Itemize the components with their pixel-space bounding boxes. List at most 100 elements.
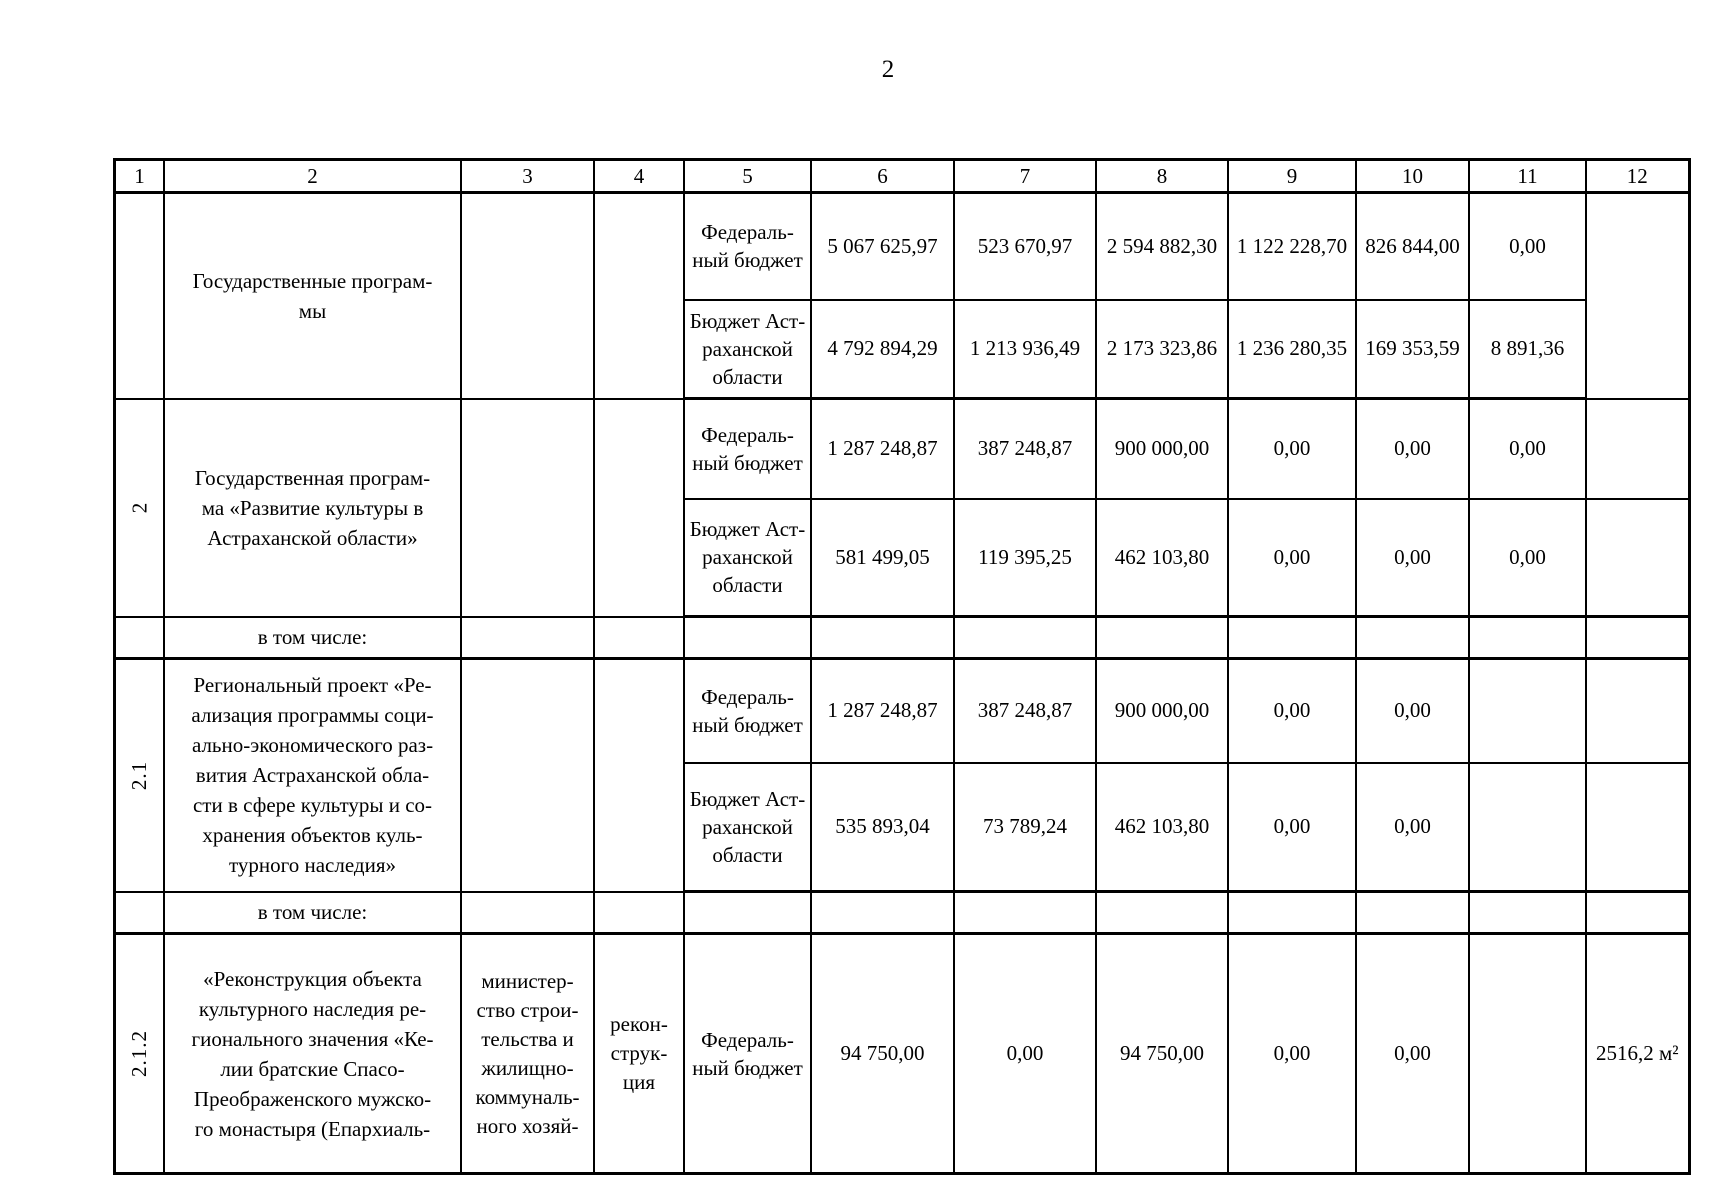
empty-cell — [1468, 932, 1587, 1175]
budget-type-cell: Федераль- ный бюджет — [683, 932, 812, 1175]
empty-cell — [1355, 890, 1470, 935]
amount-cell: 0,00 — [1355, 397, 1470, 500]
amount-cell: 1 287 248,87 — [810, 397, 955, 500]
empty-cell — [1585, 657, 1690, 764]
budget-table: 1 2 3 4 5 6 7 8 9 10 11 12 Государственн… — [113, 158, 1691, 1175]
page-number: 2 — [881, 56, 895, 83]
state-programs-regional-row: Бюджет Аст- раханской области 4 792 894,… — [115, 298, 1690, 400]
amount-cell: 1 213 936,49 — [953, 298, 1097, 400]
empty-cell — [1585, 497, 1690, 618]
empty-cell — [593, 397, 685, 618]
empty-cell — [683, 890, 812, 935]
amount-cell: 0,00 — [1355, 657, 1470, 764]
budget-type-cell: Бюджет Аст- раханской области — [683, 298, 812, 400]
budget-type-cell: Федераль- ный бюджет — [683, 397, 812, 500]
object-2-1-2-name-cell: «Реконструкция объекта культурного насле… — [163, 932, 462, 1175]
object-2-1-2-row: 2.1.2 «Реконструкция объекта культурного… — [113, 932, 1690, 1175]
budget-type-cell: Бюджет Аст- раханской области — [683, 761, 812, 893]
empty-cell — [1227, 615, 1357, 660]
col-header-10: 10 — [1355, 158, 1470, 194]
empty-cell — [1468, 657, 1587, 764]
empty-cell — [1585, 890, 1690, 935]
col-header-8: 8 — [1095, 158, 1229, 194]
state-programs-name-cell: Государственные програм- мы — [163, 191, 462, 400]
program-2-federal-row: 2 Государственная програм- ма «Развитие … — [113, 397, 1690, 618]
budget-type-cell: Бюджет Аст- раханской области — [683, 497, 812, 618]
empty-cell — [953, 615, 1097, 660]
empty-cell — [1355, 615, 1470, 660]
empty-cell — [593, 615, 685, 660]
amount-cell: 0,00 — [1468, 397, 1587, 500]
amount-cell: 94 750,00 — [1095, 932, 1229, 1175]
program-2-name-cell: Государственная програм- ма «Развитие ку… — [163, 397, 462, 618]
empty-cell — [460, 191, 595, 400]
empty-cell — [1468, 615, 1587, 660]
col-header-1: 1 — [113, 158, 165, 194]
empty-cell — [460, 657, 595, 893]
budget-type-cell: Федераль- ный бюджет — [683, 657, 812, 764]
including-label: в том числе: — [163, 890, 462, 935]
amount-cell: 581 499,05 — [810, 497, 955, 618]
amount-cell: 5 067 625,97 — [810, 191, 955, 301]
col-header-11: 11 — [1468, 158, 1587, 194]
col-header-12: 12 — [1585, 158, 1690, 194]
empty-cell — [683, 615, 812, 660]
empty-cell — [1585, 615, 1690, 660]
empty-cell — [1095, 890, 1229, 935]
col-header-7: 7 — [953, 158, 1097, 194]
amount-cell: 0,00 — [953, 932, 1097, 1175]
including-row: в том числе: — [113, 615, 1690, 660]
amount-cell: 900 000,00 — [1095, 657, 1229, 764]
empty-cell — [953, 890, 1097, 935]
col-header-9: 9 — [1227, 158, 1357, 194]
amount-cell: 0,00 — [1227, 497, 1357, 618]
amount-cell: 0,00 — [1227, 397, 1357, 500]
row-number-cell: 2 — [113, 397, 165, 618]
empty-cell — [1585, 191, 1690, 400]
amount-cell: 0,00 — [1468, 191, 1587, 301]
col-header-2: 2 — [163, 158, 462, 194]
amount-cell: 387 248,87 — [953, 397, 1097, 500]
col-header-6: 6 — [810, 158, 955, 194]
amount-cell: 1 236 280,35 — [1227, 298, 1357, 400]
amount-cell: 94 750,00 — [810, 932, 955, 1175]
including-label: в том числе: — [163, 615, 462, 660]
empty-cell — [810, 615, 955, 660]
empty-cell — [1468, 890, 1587, 935]
amount-cell: 523 670,97 — [953, 191, 1097, 301]
empty-cell — [113, 615, 165, 660]
amount-cell: 1 122 228,70 — [1227, 191, 1357, 301]
project-2-1-name-cell: Региональный проект «Ре- ализация програ… — [163, 657, 462, 893]
amount-cell: 169 353,59 — [1355, 298, 1470, 400]
executor-cell: министер- ство строи- тельства и жилищно… — [460, 932, 595, 1175]
row-number-cell: 2.1 — [113, 657, 165, 893]
row-number-cell: 2.1.2 — [113, 932, 165, 1175]
budget-type-cell: Федераль- ный бюджет — [683, 191, 812, 301]
capacity-cell: 2516,2 м² — [1585, 932, 1690, 1175]
project-2-1-federal-row: 2.1 Региональный проект «Ре- ализация пр… — [113, 657, 1690, 893]
amount-cell: 0,00 — [1227, 657, 1357, 764]
amount-cell: 73 789,24 — [953, 761, 1097, 893]
project-2-1-regional-row: Бюджет Аст- раханской области 535 893,04… — [115, 761, 1690, 893]
amount-cell: 0,00 — [1355, 761, 1470, 893]
program-2-regional-row: Бюджет Аст- раханской области 581 499,05… — [115, 497, 1690, 618]
amount-cell: 0,00 — [1355, 497, 1470, 618]
empty-cell — [593, 191, 685, 400]
empty-cell — [460, 890, 595, 935]
amount-cell: 462 103,80 — [1095, 497, 1229, 618]
amount-cell: 8 891,36 — [1468, 298, 1587, 400]
amount-cell: 462 103,80 — [1095, 761, 1229, 893]
empty-cell — [1468, 761, 1587, 893]
amount-cell: 2 594 882,30 — [1095, 191, 1229, 301]
amount-cell: 2 173 323,86 — [1095, 298, 1229, 400]
empty-cell — [810, 890, 955, 935]
amount-cell: 0,00 — [1227, 932, 1357, 1175]
empty-cell — [593, 890, 685, 935]
empty-cell — [1585, 397, 1690, 500]
col-header-3: 3 — [460, 158, 595, 194]
amount-cell: 119 395,25 — [953, 497, 1097, 618]
amount-cell: 535 893,04 — [810, 761, 955, 893]
work-type-cell: рекон- струк- ция — [593, 932, 685, 1175]
amount-cell: 900 000,00 — [1095, 397, 1229, 500]
empty-cell — [1227, 890, 1357, 935]
